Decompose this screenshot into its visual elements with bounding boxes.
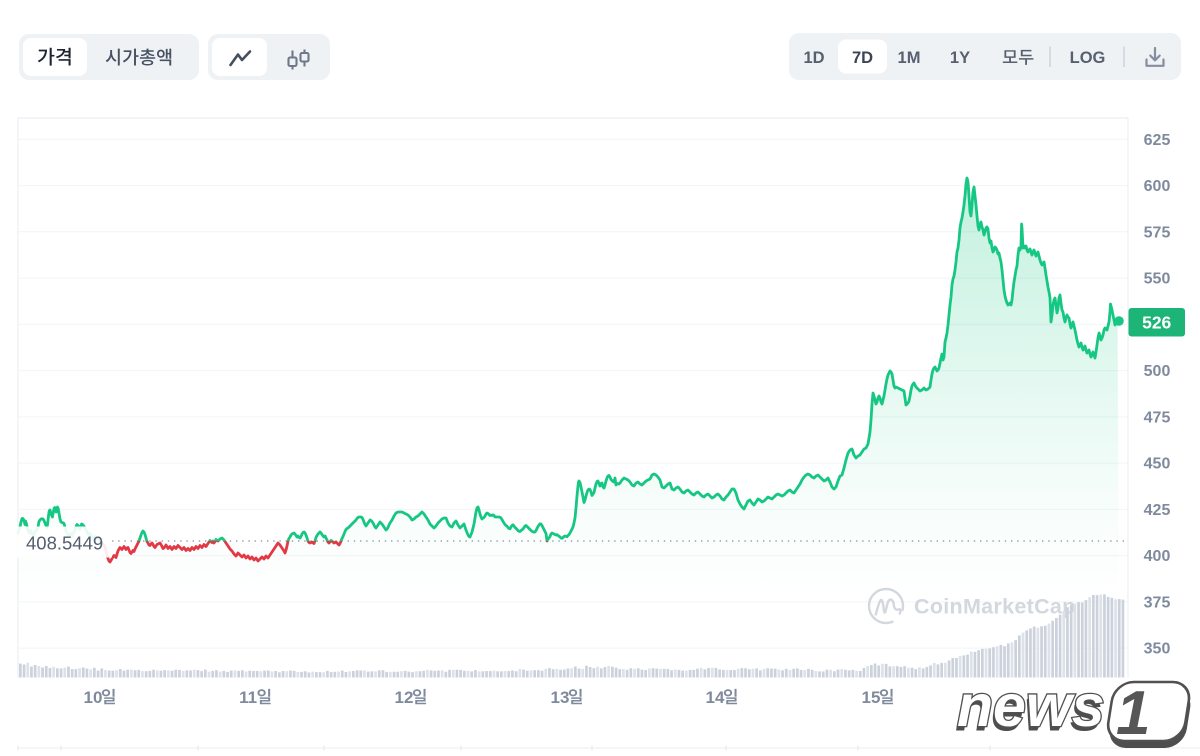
svg-text:408.5449: 408.5449 xyxy=(26,533,103,554)
svg-text:400: 400 xyxy=(1144,548,1171,565)
svg-text:375: 375 xyxy=(1144,594,1171,611)
svg-text:526: 526 xyxy=(1142,313,1171,333)
svg-text:12: 12 xyxy=(395,688,414,707)
svg-text:600: 600 xyxy=(1144,178,1171,195)
svg-text:news: news xyxy=(955,678,1103,744)
svg-text:10: 10 xyxy=(84,688,103,707)
svg-text:1M: 1M xyxy=(898,49,921,67)
svg-text:13: 13 xyxy=(551,688,570,707)
svg-text:1Y: 1Y xyxy=(950,49,970,67)
svg-text:550: 550 xyxy=(1144,271,1171,288)
svg-text:625: 625 xyxy=(1144,132,1171,149)
svg-text:7D: 7D xyxy=(852,49,873,67)
svg-text:15: 15 xyxy=(862,688,881,707)
svg-text:425: 425 xyxy=(1144,502,1171,519)
svg-text:500: 500 xyxy=(1144,363,1171,380)
svg-text:1: 1 xyxy=(1116,679,1150,748)
svg-text:475: 475 xyxy=(1144,409,1171,426)
svg-text:1D: 1D xyxy=(803,49,824,67)
svg-text:14: 14 xyxy=(706,688,725,707)
svg-text:LOG: LOG xyxy=(1070,49,1106,67)
svg-text:350: 350 xyxy=(1144,641,1171,658)
svg-text:11: 11 xyxy=(239,688,257,707)
svg-text:news: news xyxy=(957,673,1105,739)
svg-text:575: 575 xyxy=(1144,224,1171,241)
svg-text:450: 450 xyxy=(1144,456,1171,473)
